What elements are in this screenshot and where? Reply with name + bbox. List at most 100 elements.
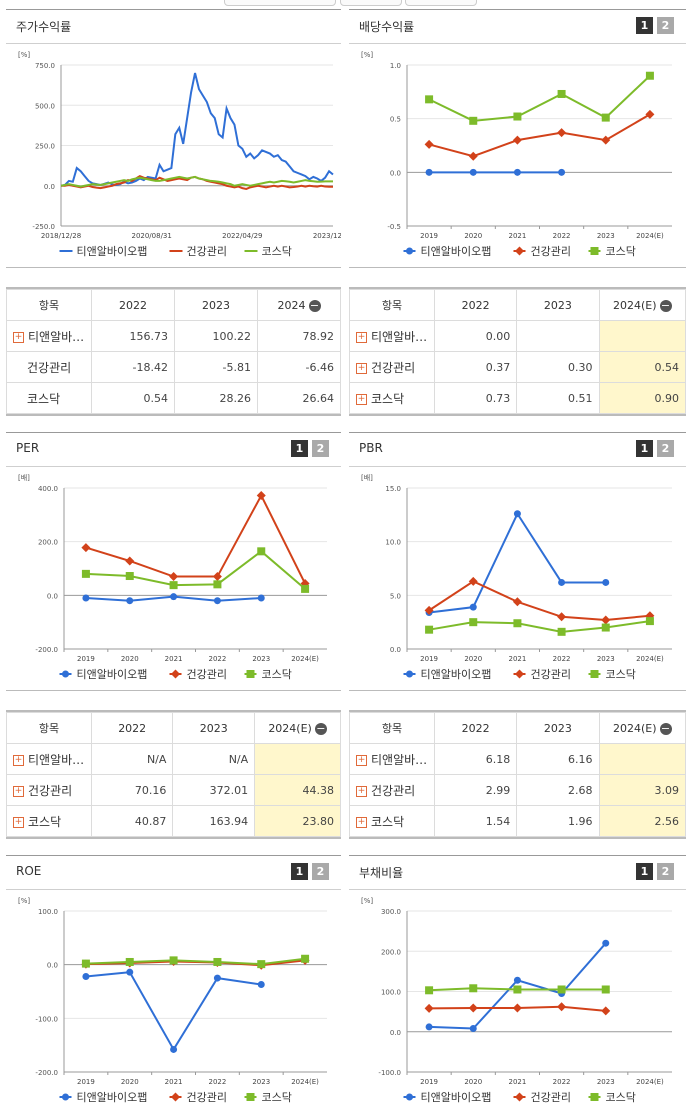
- row-name[interactable]: + 코스닥: [349, 805, 435, 837]
- y-tick-label: 0.0: [47, 592, 58, 600]
- row-name[interactable]: + 티앤알바…: [6, 743, 92, 775]
- title-divider: [6, 889, 341, 890]
- cell: 6.18: [433, 743, 518, 775]
- collapse-icon[interactable]: −: [308, 298, 321, 312]
- panel-title: PER: [16, 441, 40, 455]
- expand-icon[interactable]: +: [13, 754, 24, 766]
- expand-icon[interactable]: +: [13, 331, 24, 343]
- col-header: 항목: [6, 289, 92, 321]
- expand-icon[interactable]: +: [13, 816, 24, 828]
- expand-icon[interactable]: +: [356, 362, 367, 374]
- col-header-2024e: 2024(E) −: [598, 289, 687, 321]
- collapse-icon[interactable]: −: [659, 721, 672, 735]
- col-header-2024: 2024−: [257, 289, 341, 321]
- legend-label: 코스닥: [262, 245, 292, 258]
- data-point: [468, 1003, 478, 1013]
- cell: 6.16: [516, 743, 600, 775]
- x-tick-label: 2021: [509, 655, 527, 663]
- cell: 163.94: [172, 805, 256, 837]
- data-point: [301, 954, 310, 963]
- legend-label: 코스닥: [606, 1091, 636, 1104]
- tab-1[interactable]: 1: [291, 440, 308, 457]
- tab-1[interactable]: 1: [291, 863, 308, 880]
- row-name[interactable]: + 티앤알바…: [6, 320, 92, 352]
- tab-1[interactable]: 1: [636, 440, 653, 457]
- data-point: [171, 669, 180, 679]
- tab-2[interactable]: 2: [312, 440, 329, 457]
- data-point: [424, 605, 434, 615]
- x-tick-label: 2020/08/31: [131, 232, 171, 240]
- expand-icon[interactable]: +: [13, 785, 24, 797]
- data-point: [513, 168, 521, 176]
- data-point: [601, 615, 611, 625]
- data-point: [469, 603, 477, 611]
- row-name[interactable]: + 건강관리: [6, 774, 92, 806]
- data-point: [424, 139, 434, 149]
- data-point: [169, 581, 178, 590]
- col-header-label: 2024(E): [612, 721, 657, 735]
- expand-icon[interactable]: +: [356, 785, 367, 797]
- data-point: [126, 597, 134, 605]
- data-point: [513, 976, 521, 984]
- per-panel: PER 1 2 [배] 400.0 200.0 0.0 -200.0 2019 2020 20…: [6, 432, 341, 691]
- expand-icon[interactable]: +: [356, 393, 367, 405]
- cell: 2.56: [598, 805, 687, 837]
- legend-label: 건강관리: [187, 245, 227, 258]
- x-tick-label: 2022: [553, 1078, 571, 1086]
- x-tick-label: 2024(E): [291, 1078, 319, 1086]
- x-tick-label: 2024(E): [636, 232, 664, 240]
- tab-2[interactable]: 2: [657, 863, 674, 880]
- panel-bottom: [6, 690, 341, 691]
- data-point: [424, 1003, 434, 1013]
- expand-icon[interactable]: +: [356, 816, 367, 828]
- data-point: [515, 1092, 524, 1102]
- col-header: 2023: [516, 289, 600, 321]
- data-point: [515, 669, 524, 679]
- data-point: [601, 985, 610, 994]
- title-divider: [6, 43, 341, 44]
- top-button[interactable]: [224, 0, 336, 6]
- y-tick-label: 400.0: [38, 485, 58, 493]
- table-row: 코스닥 0.54 28.26 26.64: [6, 382, 341, 414]
- table-row: + 건강관리 70.16 372.01 44.38: [6, 774, 341, 806]
- tab-2[interactable]: 2: [657, 440, 674, 457]
- row-name[interactable]: + 건강관리: [349, 774, 435, 806]
- x-tick-label: 2020: [121, 655, 139, 663]
- data-point: [425, 625, 434, 634]
- data-point: [62, 1093, 69, 1101]
- tab-2[interactable]: 2: [657, 17, 674, 34]
- row-name[interactable]: + 건강관리: [349, 351, 435, 383]
- tab-1[interactable]: 1: [636, 17, 653, 34]
- col-header: 2023: [174, 289, 258, 321]
- collapse-icon[interactable]: −: [314, 721, 327, 735]
- data-point: [81, 543, 91, 553]
- cell: [516, 320, 600, 352]
- row-name[interactable]: + 코스닥: [349, 382, 435, 414]
- row-name[interactable]: + 코스닥: [6, 805, 92, 837]
- y-tick-label: 500.0: [35, 102, 55, 110]
- x-tick-label: 2018/12/28: [41, 232, 81, 240]
- x-tick-label: 2020: [464, 232, 482, 240]
- cell: 44.38: [254, 774, 341, 806]
- tab-2[interactable]: 2: [312, 863, 329, 880]
- table-row: + 티앤알바… N/A N/A: [6, 743, 341, 775]
- x-tick-label: 2019: [420, 232, 438, 240]
- x-tick-label: 2022: [209, 655, 227, 663]
- series-line: [428, 620, 651, 633]
- expand-icon[interactable]: +: [356, 331, 367, 343]
- row-name[interactable]: + 티앤알바…: [349, 743, 435, 775]
- collapse-icon[interactable]: −: [659, 298, 672, 312]
- x-tick-label: 2022/04/29: [222, 232, 262, 240]
- top-button[interactable]: [340, 0, 402, 6]
- data-point: [246, 1093, 255, 1101]
- row-name[interactable]: + 티앤알바…: [349, 320, 435, 352]
- panel-title: PBR: [359, 441, 383, 455]
- legend-label: 건강관리: [531, 668, 571, 681]
- tab-1[interactable]: 1: [636, 863, 653, 880]
- series-line: [428, 580, 651, 622]
- top-button[interactable]: [405, 0, 477, 6]
- expand-icon[interactable]: +: [356, 754, 367, 766]
- legend-label: 티앤알바이오팹: [77, 244, 148, 258]
- data-point: [257, 960, 266, 969]
